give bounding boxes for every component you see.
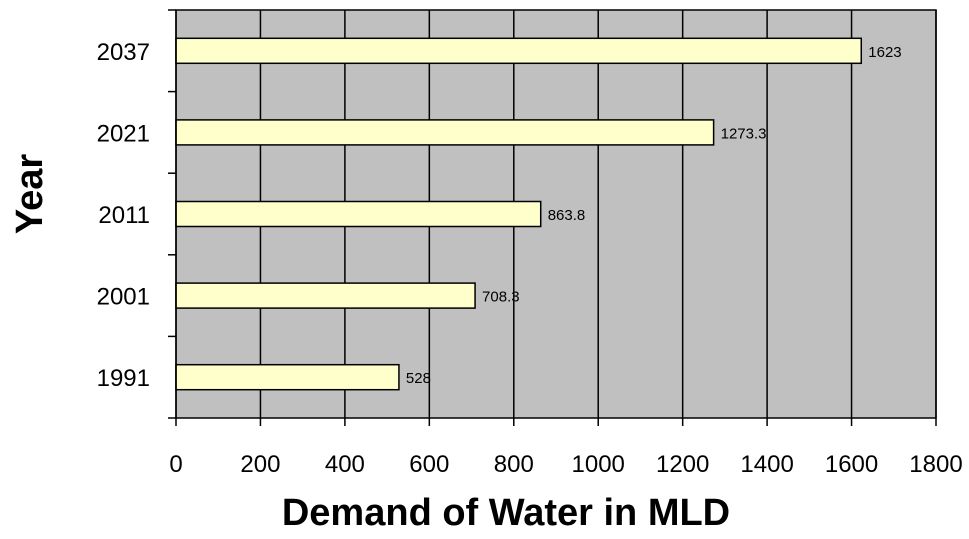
x-tick-label: 400: [325, 451, 365, 478]
bar-2011: [175, 200, 542, 228]
bar-2021: [175, 119, 715, 146]
x-axis-title: Demand of Water in MLD: [282, 492, 730, 534]
data-label-1991: 528: [406, 370, 431, 387]
labels: 0 200 400 600 800 1000 1200 1400 1600 1800 1991 528…: [97, 39, 963, 478]
x-tick-label: 800: [494, 451, 534, 478]
x-tick-label: 1400: [740, 451, 793, 478]
y-tick-label-1991: 1991: [97, 365, 150, 392]
y-tick-label-2001: 2001: [97, 284, 150, 311]
x-tick-label: 600: [409, 451, 449, 478]
gridlines: [259, 10, 937, 418]
data-label-2037: 1623: [868, 44, 901, 61]
y-tick-label-2021: 2021: [97, 120, 150, 147]
x-tick-label: 0: [169, 451, 182, 478]
bars: [175, 37, 863, 391]
bar-1991: [175, 363, 400, 391]
y-tick-label-2037: 2037: [97, 39, 150, 66]
y-axis-title: Year: [9, 154, 51, 235]
bar-2001: [175, 282, 476, 309]
data-label-2011: 863.8: [548, 207, 586, 224]
x-tick-label: 1200: [656, 451, 709, 478]
x-tick-label: 1000: [572, 451, 625, 478]
data-label-2021: 1273.3: [721, 125, 767, 142]
bar-2037: [175, 37, 863, 65]
axes: [168, 9, 937, 426]
x-tick-label: 1600: [825, 451, 878, 478]
y-tick-label-2011: 2011: [98, 202, 150, 229]
data-label-2001: 708.3: [482, 289, 520, 306]
x-tick-label: 200: [240, 451, 280, 478]
x-tick-label: 1800: [909, 451, 962, 478]
